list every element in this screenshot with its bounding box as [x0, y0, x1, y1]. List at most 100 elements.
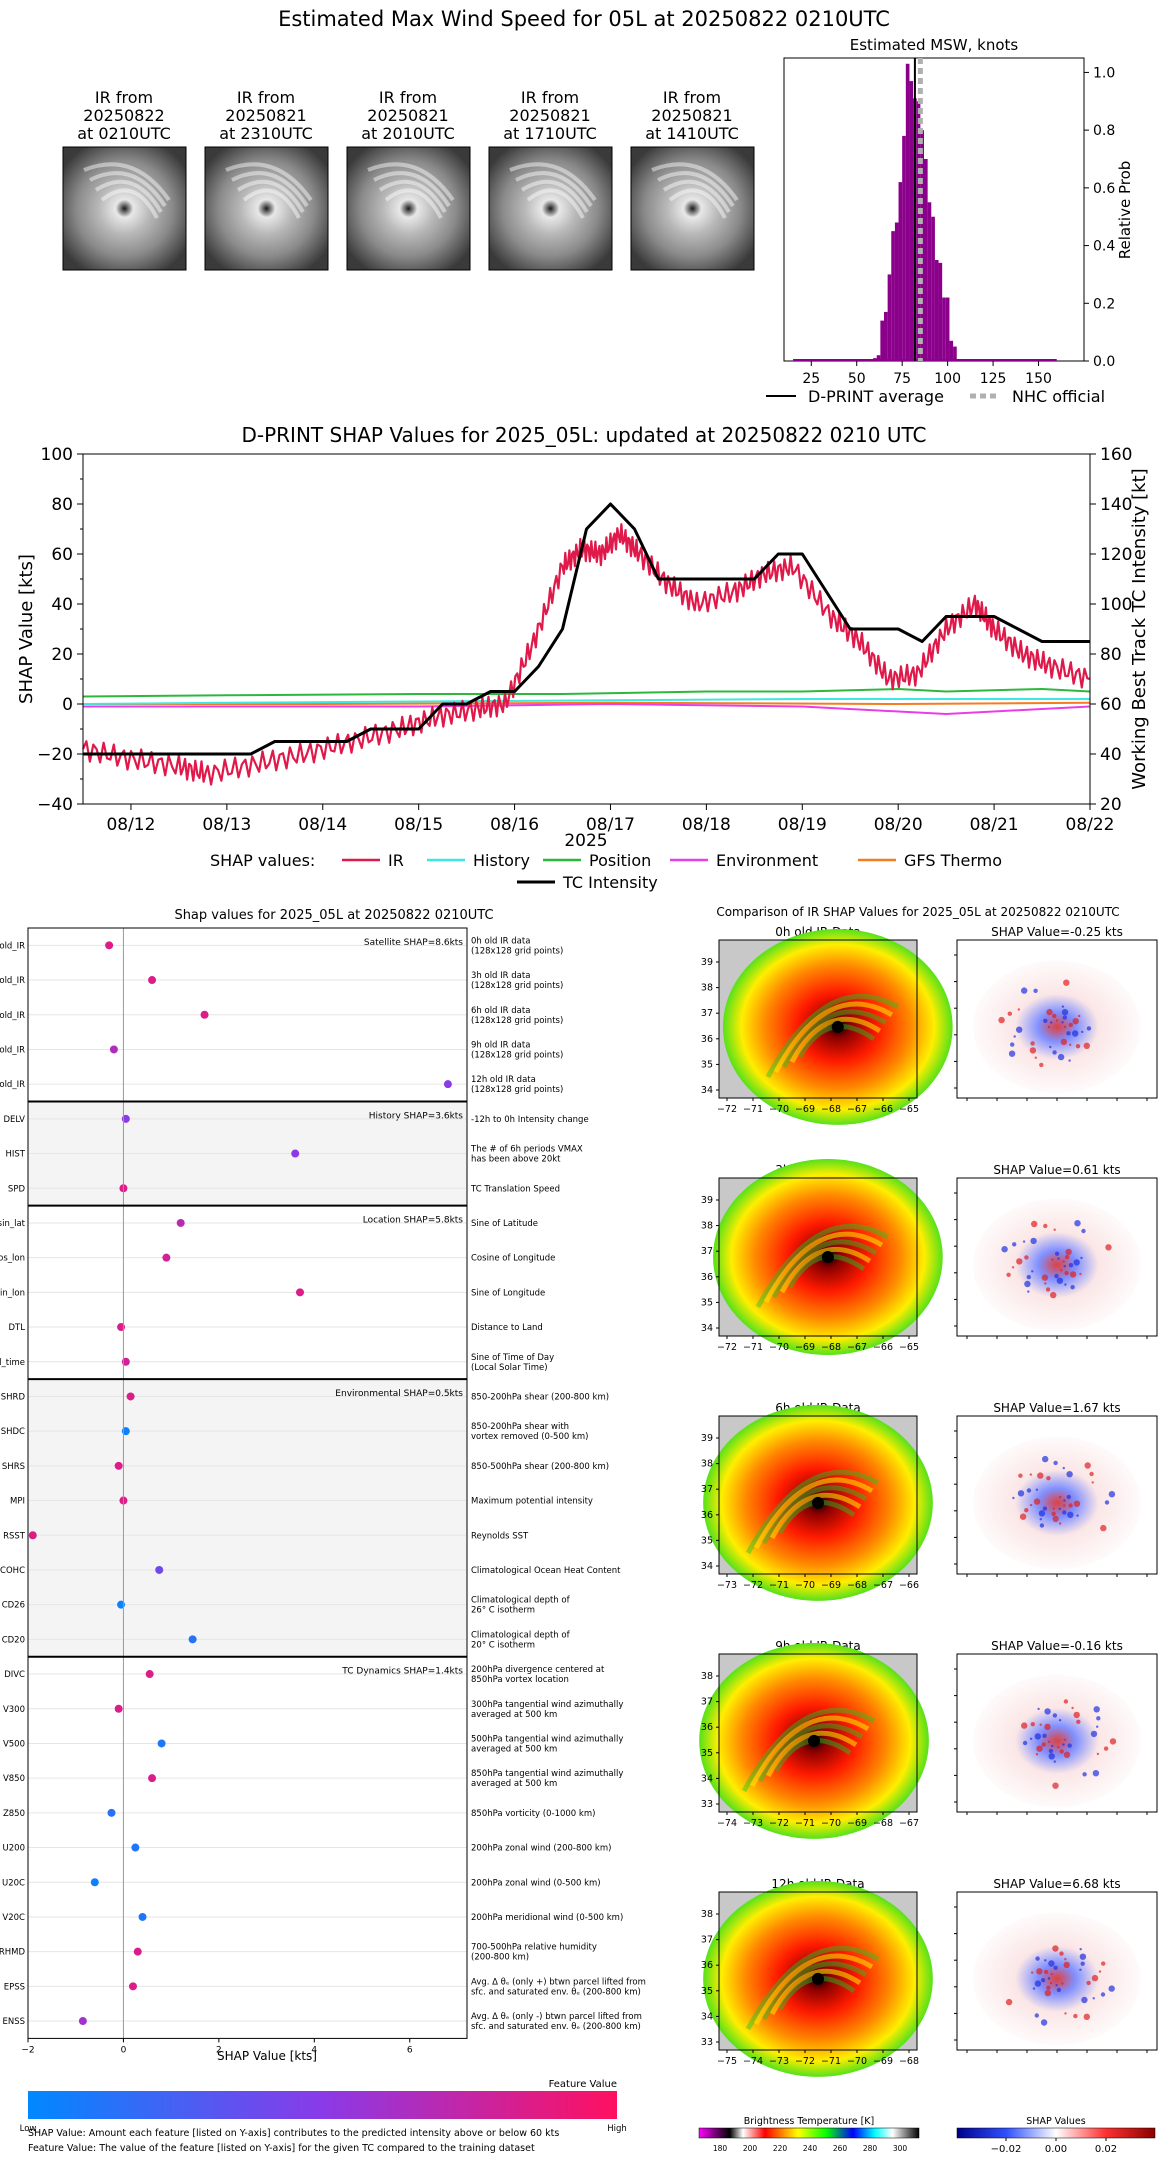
shap-map-speck: [1041, 1742, 1046, 1747]
feature-shap-point: [162, 1253, 171, 1262]
timeseries-plot: [81, 502, 1091, 786]
ir-map-xtick-label: −71: [821, 2056, 841, 2067]
shap-map-speck: [1091, 1481, 1094, 1484]
feature-name: CD20: [2, 1635, 25, 1645]
shap-map-speck: [1062, 1260, 1065, 1263]
ir-map-xtick-label: −69: [795, 1342, 815, 1353]
ir-map-xtick-label: −66: [873, 1342, 893, 1353]
shap-map-speck: [1068, 1503, 1073, 1508]
thumbnail-line1: IR from: [95, 88, 153, 107]
shap-map-speck: [1029, 1503, 1033, 1507]
shap-map-field: [973, 960, 1141, 1094]
feature-description: (128x128 grid points): [471, 1016, 563, 1026]
ir-map-ytick-label: 39: [701, 1433, 713, 1444]
ir-map-xtick-label: −69: [847, 1818, 867, 1829]
ir-map-ytick-label: 39: [701, 957, 713, 968]
shap-map-speck: [1090, 1730, 1098, 1738]
feature-shap-point: [148, 1774, 157, 1783]
feature-shap-point: [114, 1461, 123, 1470]
ir-map-band: [771, 1239, 878, 1299]
histogram-ytick-label: 0.6: [1093, 181, 1115, 197]
ir-map-band: [749, 1715, 870, 1788]
ir-map-band: [753, 1477, 874, 1550]
histogram-bar: [938, 262, 943, 361]
feature-shap-point: [145, 1670, 154, 1679]
page-title: Estimated Max Wind Speed for 05L at 2025…: [278, 7, 890, 31]
thumbnail-cloud-band: [373, 171, 451, 208]
feature-shap-point: [291, 1149, 300, 1158]
feature-shap-point: [28, 1531, 37, 1540]
thumbnail-line1: IR from: [379, 88, 437, 107]
shap-map-speck: [1044, 1708, 1051, 1715]
feature-shap-plot: Satellite SHAP=8.6kts 0h_old_IR 0h old IR …: [0, 927, 646, 2055]
shap-map-speck: [1063, 1961, 1070, 1969]
shap-map-speck: [1058, 1719, 1062, 1722]
feature-description: averaged at 500 km: [471, 1744, 557, 1754]
feature-name: 6h_old_IR: [0, 1011, 25, 1021]
histogram-bar: [887, 274, 892, 361]
legend-label-gfs: GFS Thermo: [904, 851, 1002, 870]
shap-map-speck: [1042, 1733, 1047, 1739]
feature-description: Reynolds SST: [471, 1531, 529, 1541]
ir-map-xtick-label: −74: [717, 1818, 737, 1829]
thumbnail-cloud-band: [94, 179, 163, 214]
shap-map-speck: [1037, 1472, 1044, 1479]
shap-map-speck: [1005, 1998, 1013, 2006]
histogram-bar: [884, 311, 888, 361]
ir-map-xtick-label: −70: [769, 1104, 789, 1115]
shap-map-speck: [1079, 1968, 1082, 1972]
comparison-row: 12h old IR DataSHAP Value=6.68 kts−75−74…: [701, 1877, 1158, 2077]
comparison-rows: 0h old IR DataSHAP Value=-0.25 kts−72−71…: [699, 925, 1158, 2077]
feature-description: (128x128 grid points): [471, 981, 563, 991]
shap-map-speck: [1079, 1272, 1082, 1276]
feature-name: RSST: [3, 1531, 26, 1541]
shap-map-speck: [1080, 1961, 1085, 1966]
shap-map-speck: [1016, 1026, 1023, 1033]
shap-colorbar-tick-label: 0.02: [1095, 2144, 1117, 2155]
timeseries-xtick-label: 08/21: [970, 815, 1019, 835]
feature-description: 850-200hPa shear with: [471, 1422, 569, 1432]
thumbnail-cloud-band: [384, 188, 443, 219]
ir-map-xtick-label: −70: [769, 1342, 789, 1353]
timeseries-ytick-label: 100: [41, 445, 73, 465]
feature-name: DTL: [9, 1323, 26, 1333]
feature-description: Climatological depth of: [471, 1630, 571, 1640]
feature-name: V300: [3, 1705, 25, 1715]
ir-map-xtick-label: −72: [717, 1104, 737, 1115]
comparison-row: 9h old IR DataSHAP Value=-0.16 kts−74−73…: [699, 1639, 1158, 1839]
shap-map-speck: [1062, 1743, 1065, 1746]
histogram-bar: [898, 182, 903, 361]
ir-map-band: [761, 1961, 868, 2021]
ir-map-xtick-label: −68: [821, 1104, 841, 1115]
feature-description: has been above 20kt: [471, 1155, 561, 1165]
ir-map-xtick-label: −73: [717, 1580, 737, 1591]
series-line-ir: [81, 523, 1091, 786]
shap-map-speck: [1026, 1274, 1032, 1280]
shap-map-speck: [1063, 1699, 1069, 1704]
histogram-bar: [876, 355, 881, 361]
ir-map-eye: [831, 1020, 844, 1033]
ir-map-xtick-label: −69: [795, 1104, 815, 1115]
shap-map-speck: [1010, 1042, 1015, 1047]
feature-description: 200hPa zonal wind (200-800 km): [471, 1844, 611, 1854]
shap-map-speck: [1013, 1035, 1016, 1038]
shap-map-speck: [1096, 1752, 1100, 1756]
timeseries-y2tick-label: 160: [1100, 445, 1132, 465]
histogram-axes: 25 50 75 100 125 150 0.0 0.2 0.4 0.6 0.8 1.0: [802, 65, 1115, 387]
shap-map-speck: [998, 1016, 1005, 1024]
shap-map-speck: [1022, 1740, 1028, 1746]
feature-name: sin_lon: [0, 1288, 25, 1298]
ir-map-xtick-label: −66: [899, 1580, 919, 1591]
feature-description: Climatological Ocean Heat Content: [471, 1566, 621, 1576]
feature-description: 12h old IR data: [471, 1075, 536, 1085]
histogram-bar: [953, 346, 957, 361]
shap-map-speck: [1027, 1290, 1030, 1293]
ir-map-ytick-label: 38: [701, 1459, 713, 1470]
shap-map-speck: [1020, 1722, 1028, 1729]
series-line-gfs: [83, 701, 1091, 705]
shap-map-title: SHAP Value=6.68 kts: [993, 1877, 1120, 1891]
ir-map-ytick-label: 33: [701, 1799, 713, 1810]
thumbnail-cloud-band: [89, 171, 167, 208]
histogram-bar: [880, 320, 884, 361]
